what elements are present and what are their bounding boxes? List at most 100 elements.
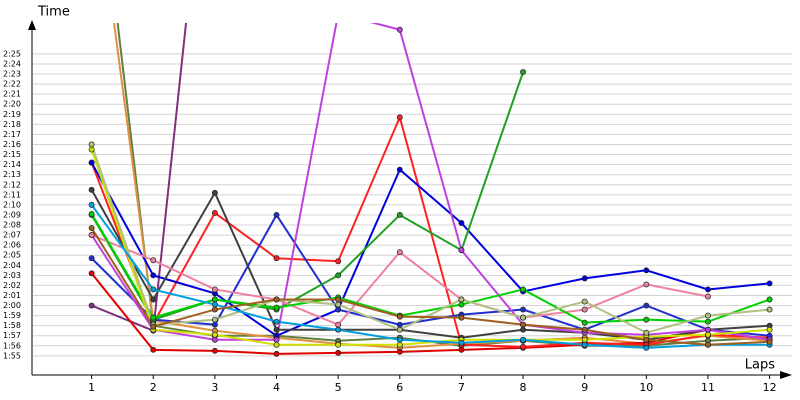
data-point (458, 346, 465, 353)
data-point (150, 272, 157, 279)
data-point (766, 306, 773, 313)
x-axis-arrow (780, 371, 792, 379)
data-point (520, 306, 527, 313)
data-point (581, 275, 588, 282)
x-tick-label: 5 (335, 381, 342, 394)
data-point (88, 225, 95, 231)
data-point (643, 336, 650, 343)
data-point (643, 267, 650, 274)
data-point (643, 281, 650, 288)
y-tick-label: 1:58 (3, 321, 21, 330)
y-tick-label: 2:11 (3, 190, 21, 199)
data-point (88, 255, 95, 262)
y-tick-label: 2:09 (3, 210, 21, 219)
data-point (396, 212, 403, 218)
data-point (88, 210, 95, 217)
data-point (150, 296, 157, 303)
data-point (335, 341, 342, 348)
data-point (458, 220, 465, 226)
data-point (520, 321, 527, 328)
data-point (88, 186, 95, 193)
data-point (335, 258, 342, 265)
data-point (336, 11, 341, 16)
data-point (766, 296, 773, 303)
data-point (211, 347, 218, 354)
x-tick-label: 8 (520, 381, 527, 394)
x-tick-label: 6 (396, 381, 403, 394)
data-point (396, 341, 403, 348)
x-tick-label: 11 (701, 381, 715, 394)
data-point (458, 247, 465, 254)
data-point (273, 326, 280, 333)
data-point (520, 314, 527, 321)
data-point (88, 141, 95, 148)
x-tick-label: 2 (150, 381, 157, 394)
data-point (211, 306, 218, 313)
y-tick-label: 2:18 (3, 120, 21, 129)
y-tick-label: 1:56 (3, 341, 21, 350)
data-point (273, 318, 280, 325)
x-axis-label: Laps (745, 358, 775, 373)
y-tick-label: 2:06 (3, 241, 21, 250)
data-point (643, 329, 650, 336)
data-point (335, 296, 342, 303)
data-point (335, 349, 342, 356)
data-point (273, 255, 280, 262)
series-line (116, 23, 770, 347)
data-point (766, 338, 773, 345)
data-point (273, 212, 280, 218)
data-point (766, 280, 773, 287)
x-tick-label: 1 (88, 381, 95, 394)
data-point (88, 146, 95, 153)
data-point (211, 316, 218, 323)
series-line (90, 204, 770, 349)
data-point (705, 293, 711, 300)
data-point (581, 341, 588, 348)
y-tick-label: 2:22 (3, 80, 21, 89)
y-tick-label: 2:24 (3, 59, 21, 68)
y-tick-label: 2:04 (3, 261, 21, 270)
data-point (150, 323, 157, 330)
data-point (396, 326, 403, 333)
data-point (581, 298, 588, 305)
series-line (90, 227, 770, 346)
y-tick-label: 2:15 (3, 150, 21, 159)
series-line (90, 213, 770, 337)
series-line (90, 162, 770, 337)
y-tick-label: 1:59 (3, 311, 21, 320)
plot-area (88, 11, 773, 357)
data-point (150, 286, 157, 293)
y-tick-label: 1:55 (3, 351, 21, 360)
x-tick-label: 10 (639, 381, 653, 394)
data-point (88, 232, 95, 239)
y-tick-label: 2:08 (3, 221, 21, 230)
y-tick-label: 2:25 (3, 49, 21, 58)
data-point (88, 159, 95, 166)
data-point (211, 286, 218, 293)
data-point (211, 209, 218, 216)
data-point (396, 114, 403, 121)
data-point (396, 26, 403, 33)
data-point (396, 313, 403, 320)
data-point (211, 321, 218, 328)
data-point (273, 350, 280, 357)
data-point (581, 326, 588, 333)
y-tick-label: 2:10 (3, 200, 21, 209)
data-point (335, 301, 342, 308)
y-tick-label: 2:07 (3, 231, 21, 240)
data-point (458, 296, 465, 303)
data-point (766, 326, 773, 333)
y-tick-label: 2:17 (3, 130, 21, 139)
grid (33, 53, 792, 357)
y-tick-label: 2:00 (3, 301, 21, 310)
data-point (396, 249, 403, 256)
data-point (705, 318, 711, 325)
y-tick-label: 2:19 (3, 110, 21, 119)
data-point (520, 343, 527, 350)
y-axis-arrow (28, 20, 36, 30)
data-point (335, 326, 342, 333)
data-point (88, 302, 95, 309)
data-point (211, 296, 218, 303)
data-point (211, 331, 218, 338)
